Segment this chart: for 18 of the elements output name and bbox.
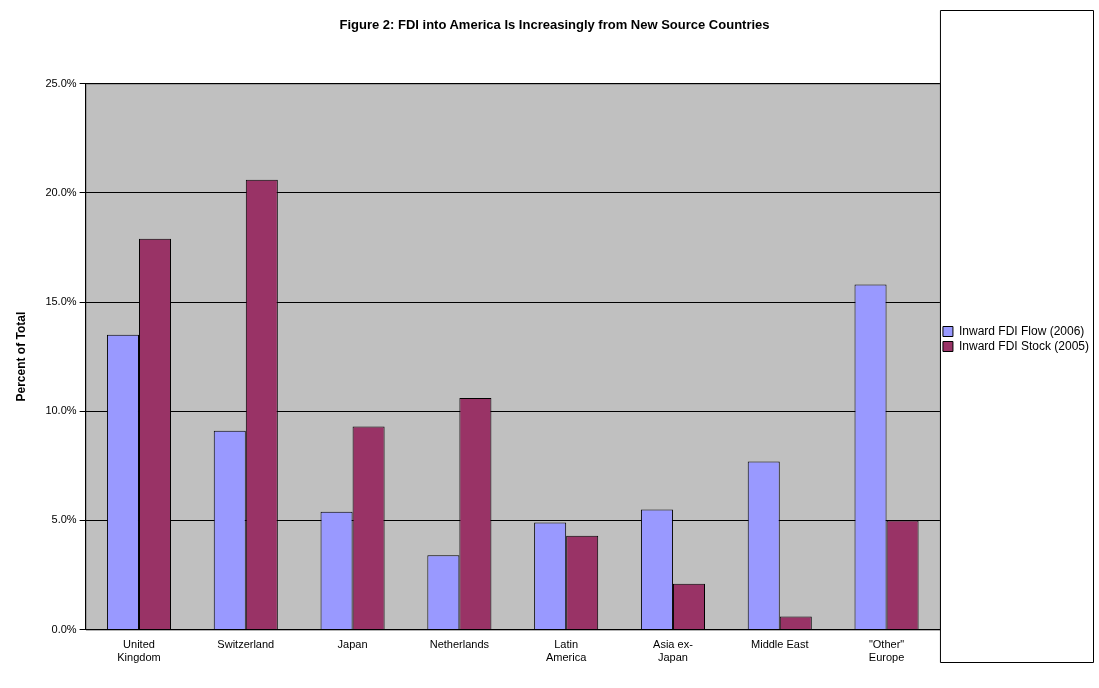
y-tick-label: 5.0% (51, 513, 77, 526)
y-tick-label: 15.0% (45, 295, 77, 308)
legend-label: Inward FDI Flow (2006) (958, 323, 1085, 338)
y-tick-label: 0.0% (51, 622, 77, 635)
x-tick-label: United Kingdom (117, 638, 161, 664)
x-tick-label: Netherlands (429, 638, 490, 651)
y-tick-label: 20.0% (45, 185, 77, 198)
x-tick-label: "Other" Europe (868, 638, 905, 664)
y-axis-title: Percent of Total (13, 311, 28, 402)
x-tick-label: Switzerland (217, 638, 275, 651)
x-tick-label: Asia ex-Japan (653, 638, 694, 664)
x-tick-label: Latin America (546, 638, 588, 664)
x-tick-label: Middle East (751, 638, 809, 651)
y-tick-label: 25.0% (45, 76, 77, 89)
chart-title: Figure 2: FDI into America Is Increasingly from New Source Countries (339, 17, 770, 33)
legend-label: Inward FDI Stock (2005) (958, 338, 1090, 353)
y-tick-label: 10.0% (45, 404, 77, 417)
x-tick-label: Japan (337, 638, 368, 651)
